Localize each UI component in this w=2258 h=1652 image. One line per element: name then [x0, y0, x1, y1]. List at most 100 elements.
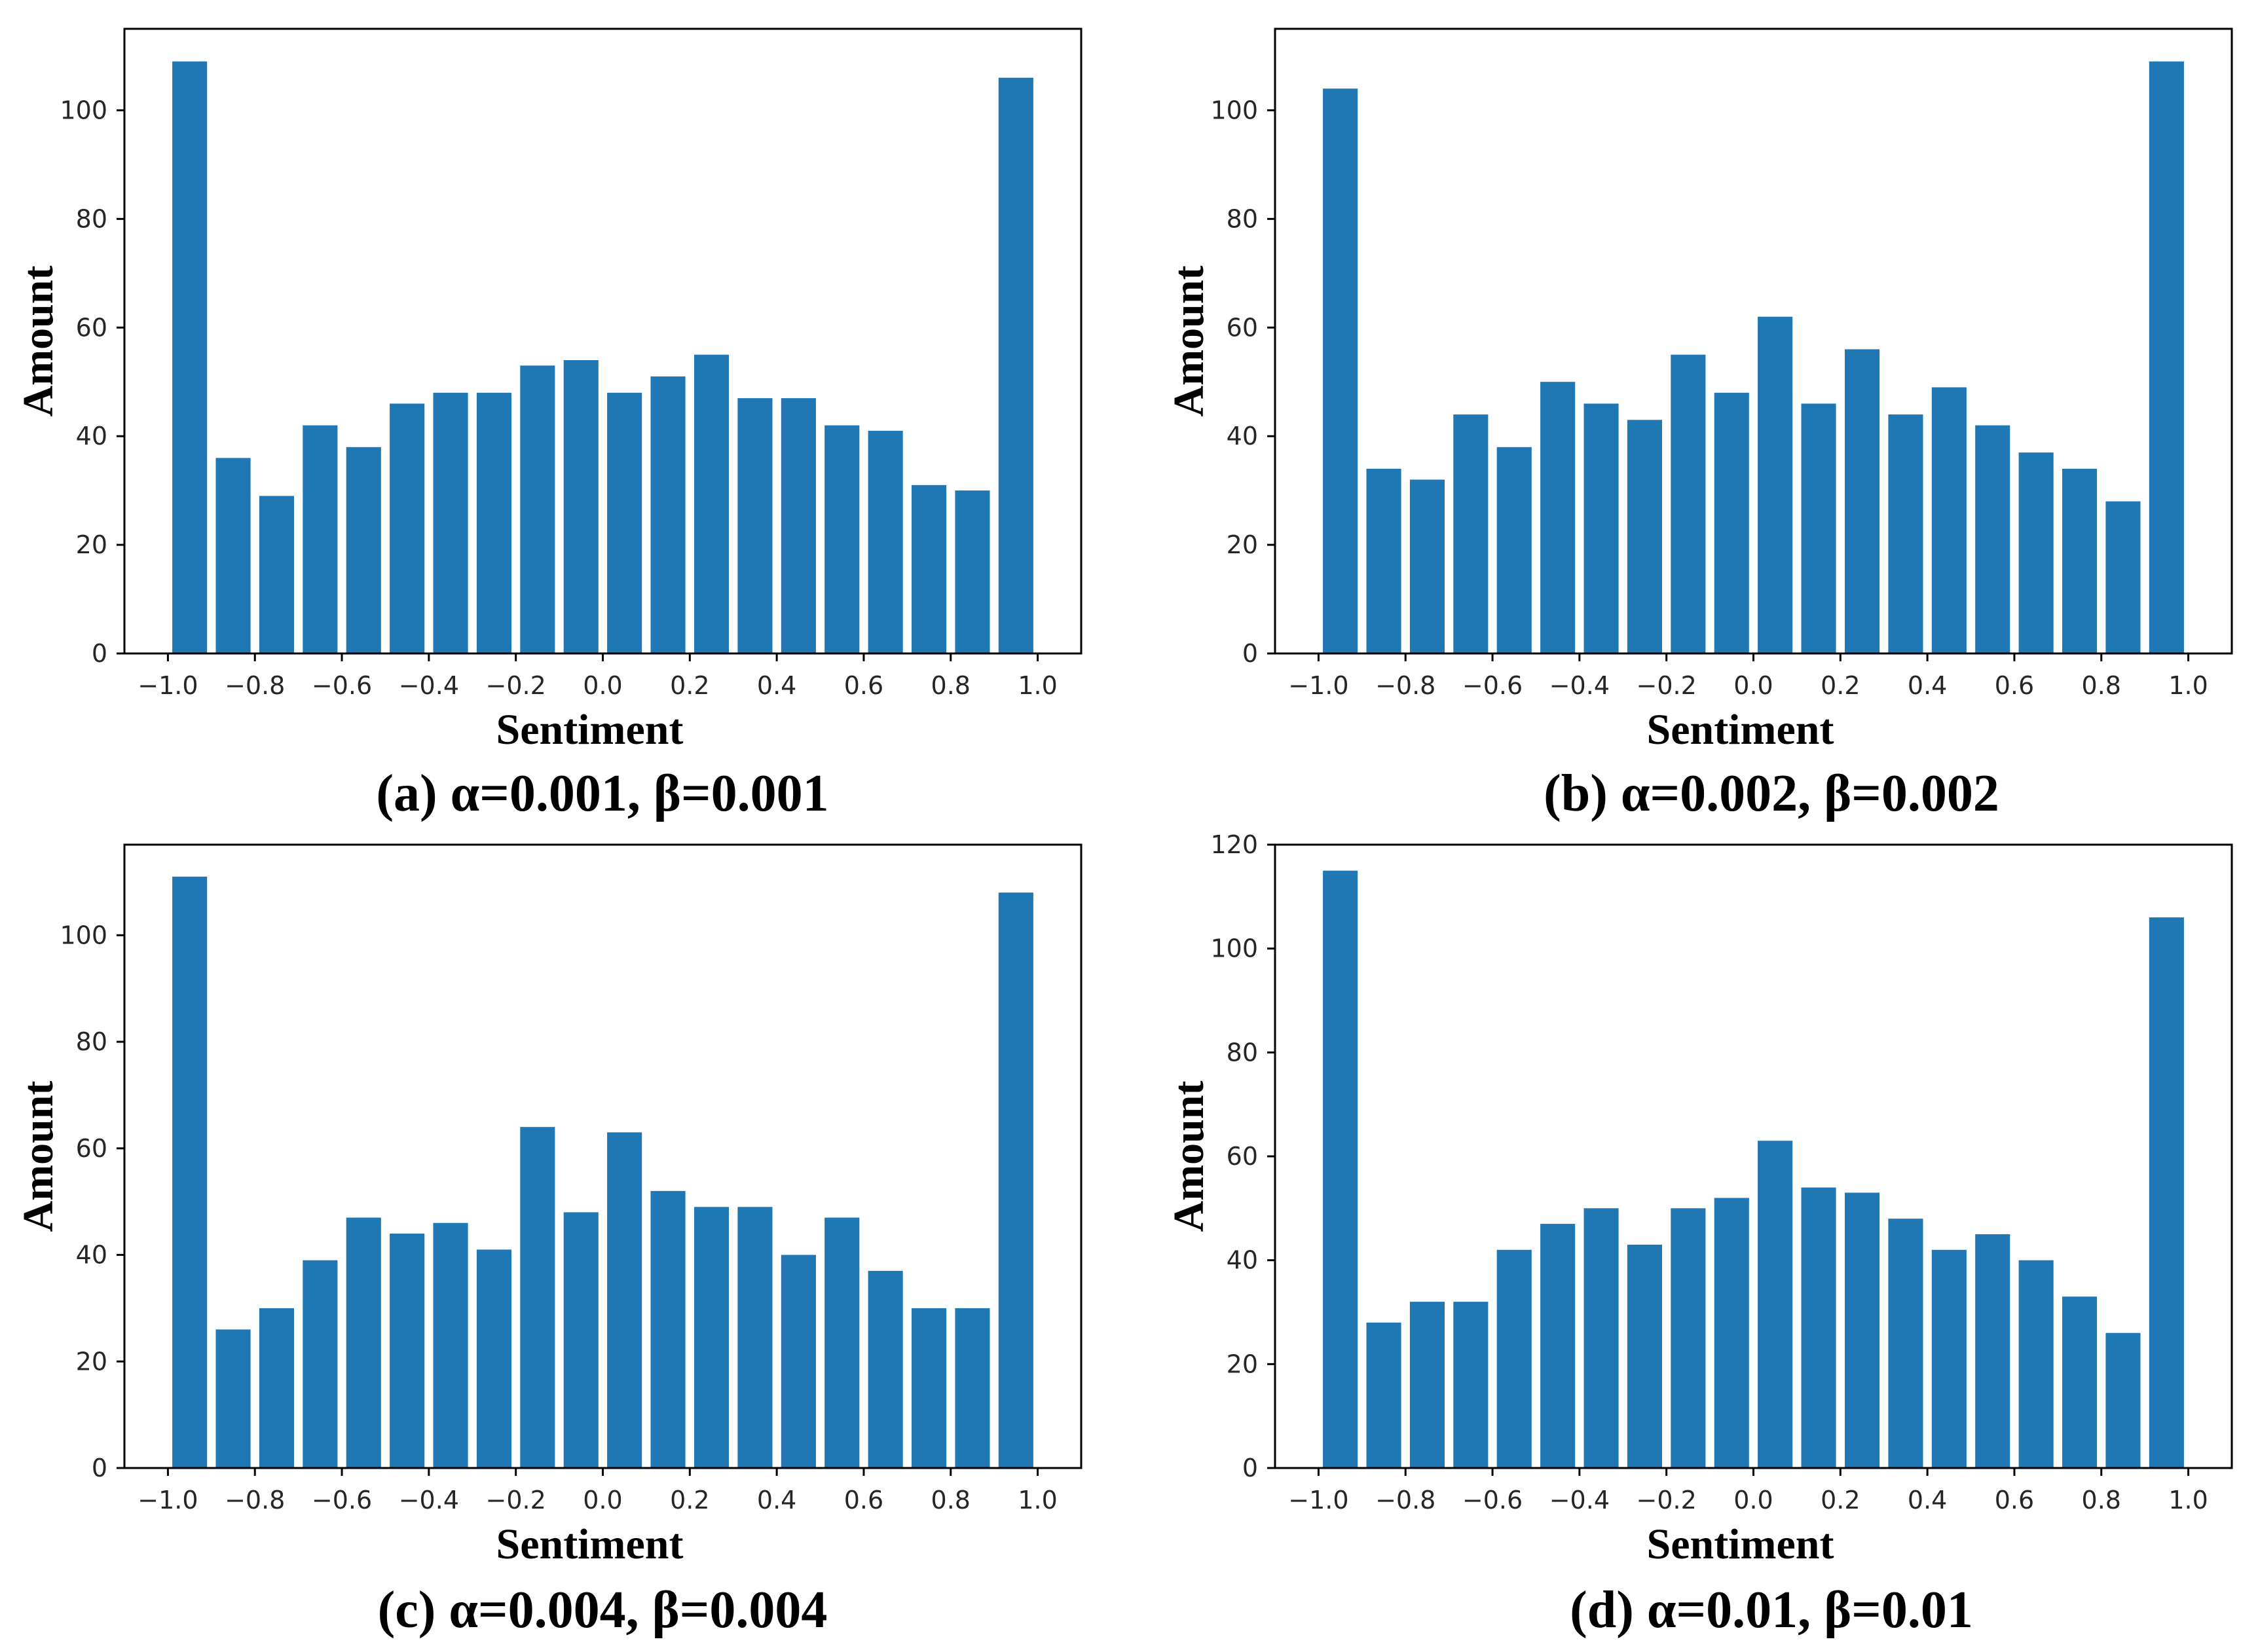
bar — [955, 1308, 990, 1468]
panel-caption: (d) α=0.01, β=0.01 — [1570, 1581, 1973, 1639]
chart-panel-c: −1.0 −0.8 −0.6 −0.4 −0.2 0.0 0.2 0.4 0.6 0.8 1.0 0 2… — [14, 843, 1083, 1639]
bar — [1975, 1234, 2010, 1468]
x-tick-label: 1.0 — [1018, 671, 1057, 700]
y-tick-label: 0 — [92, 639, 107, 668]
y-tick-label: 0 — [1242, 639, 1258, 668]
bar — [2062, 468, 2098, 653]
x-tick-label: 0.2 — [1821, 671, 1860, 700]
bar — [1323, 870, 1358, 1468]
bar — [781, 1255, 816, 1468]
bar — [1888, 414, 1923, 653]
y-axis-label: Amount — [1165, 1080, 1213, 1232]
bar — [2149, 917, 2184, 1468]
x-tick-label: 0.0 — [1733, 1486, 1773, 1514]
bar — [912, 485, 947, 653]
bar — [2149, 61, 2184, 654]
y-axis-label: Amount — [1165, 265, 1213, 416]
y-axis-label: Amount — [14, 265, 62, 416]
bar — [1540, 1224, 1576, 1468]
chart-panel-a: −1.0 −0.8 −0.6 −0.4 −0.2 0.0 0.2 0.4 0.6 0.8 1.0 0 2… — [14, 28, 1083, 822]
bar — [1845, 349, 1880, 653]
x-tick-label: 0.4 — [757, 671, 796, 700]
y-tick-label: 20 — [76, 1347, 107, 1376]
bar — [2105, 501, 2141, 653]
bar — [520, 1127, 555, 1468]
bar — [868, 1270, 903, 1468]
bar — [912, 1308, 947, 1468]
bar — [215, 458, 251, 653]
x-tick-label: −0.2 — [486, 1486, 546, 1514]
bar — [1540, 382, 1576, 653]
x-tick-label: 1.0 — [2168, 671, 2208, 700]
bar — [1758, 316, 1793, 653]
chart-panel-d: −1.0 −0.8 −0.6 −0.4 −0.2 0.0 0.2 0.4 0.6 0.8 1.0 0 2… — [1165, 830, 2233, 1639]
bar — [476, 1249, 511, 1468]
y-tick-label: 40 — [76, 1241, 107, 1270]
bar — [563, 360, 599, 653]
y-tick-label: 60 — [1227, 313, 1258, 342]
bar — [694, 354, 730, 653]
bar — [1888, 1219, 1923, 1468]
x-tick-label: 0.8 — [2082, 671, 2121, 700]
y-tick-label: 80 — [76, 1027, 107, 1056]
y-tick-label: 40 — [76, 422, 107, 450]
x-tick-label: 0.6 — [1995, 671, 2034, 700]
bar — [1931, 1249, 1967, 1468]
x-tick-label: −0.6 — [312, 671, 372, 700]
bar — [781, 398, 816, 653]
bar — [737, 398, 773, 653]
bar — [2062, 1296, 2098, 1468]
bar — [998, 892, 1033, 1468]
x-tick-label: −0.2 — [1637, 1486, 1697, 1514]
x-tick-label: 0.8 — [931, 1486, 971, 1514]
bar — [172, 876, 208, 1468]
bar — [259, 1308, 294, 1468]
y-tick-label: 20 — [1227, 530, 1258, 559]
bar — [650, 1190, 686, 1468]
x-tick-label: −1.0 — [1288, 671, 1348, 700]
bar — [824, 1217, 860, 1468]
x-tick-label: −1.0 — [138, 1486, 198, 1514]
bar — [433, 392, 468, 653]
x-tick-label: 0.4 — [1908, 671, 1947, 700]
y-tick-label: 120 — [1210, 830, 1258, 859]
y-tick-label: 20 — [1227, 1349, 1258, 1378]
bar — [1714, 1198, 1749, 1468]
panel-caption: (b) α=0.002, β=0.002 — [1544, 765, 1999, 822]
x-tick-label: 0.0 — [583, 671, 622, 700]
y-tick-label: 100 — [60, 96, 107, 124]
x-tick-label: 0.6 — [1995, 1486, 2034, 1514]
bar — [1366, 468, 1401, 653]
x-tick-label: −0.4 — [1549, 1486, 1610, 1514]
bar — [607, 1132, 642, 1468]
bar — [1409, 479, 1445, 653]
bar — [215, 1329, 251, 1468]
x-tick-label: 0.2 — [670, 671, 709, 700]
bar — [433, 1222, 468, 1468]
y-tick-label: 100 — [1210, 96, 1258, 124]
y-axis-label: Amount — [14, 1080, 62, 1232]
bar — [824, 425, 860, 653]
x-tick-label: −0.8 — [225, 1486, 285, 1514]
bar — [1496, 447, 1532, 653]
x-tick-label: −0.4 — [399, 671, 459, 700]
bar — [1366, 1322, 1401, 1468]
bar — [1453, 414, 1489, 653]
bar — [1758, 1141, 1793, 1468]
x-axis-label: Sentiment — [496, 706, 684, 754]
bar — [955, 490, 990, 653]
x-tick-label: −0.6 — [312, 1486, 372, 1514]
x-tick-label: −0.4 — [399, 1486, 459, 1514]
y-tick-label: 40 — [1227, 1246, 1258, 1275]
y-tick-label: 80 — [1227, 204, 1258, 233]
bar — [1671, 1208, 1706, 1468]
y-tick-label: 100 — [60, 921, 107, 949]
bar — [1714, 392, 1749, 653]
x-tick-label: 0.4 — [1908, 1486, 1947, 1514]
y-tick-label: 100 — [1210, 934, 1258, 963]
bar — [694, 1207, 730, 1468]
x-tick-label: 0.2 — [670, 1486, 709, 1514]
y-tick-label: 60 — [76, 1134, 107, 1163]
bar — [1671, 354, 1706, 653]
